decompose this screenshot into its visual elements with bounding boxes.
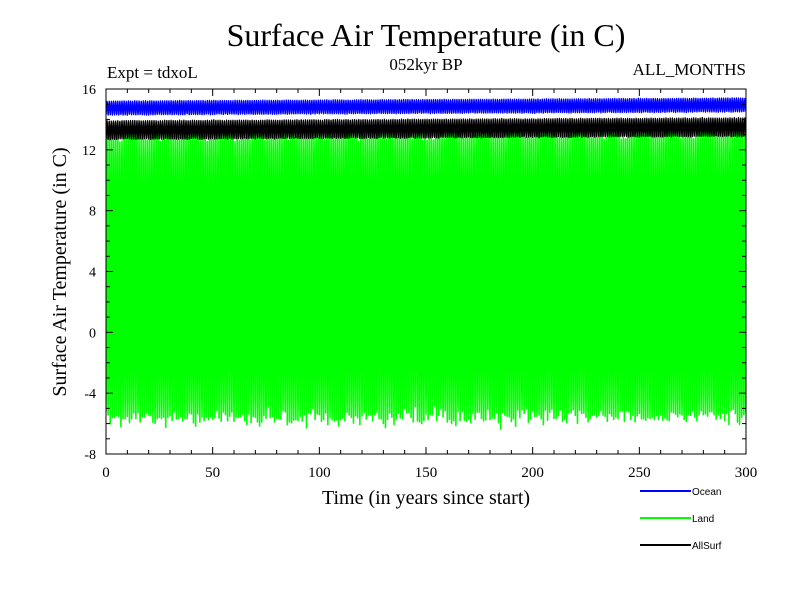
axes: 0 50 100 150 200 250 300 -8 -4 0 4 8 12 16 [82, 83, 757, 481]
y-axis-label: Surface Air Temperature (in C) [49, 147, 71, 396]
chart-title: Surface Air Temperature (in C) [227, 17, 626, 53]
y-tick-label: -8 [84, 448, 96, 463]
x-axis-label: Time (in years since start) [322, 487, 530, 509]
chart-subtitle: 052kyr BP [389, 55, 462, 74]
series-line-ocean [106, 97, 746, 116]
y-tick-label: 0 [89, 326, 96, 341]
x-tick-label: 250 [628, 465, 651, 481]
y-tick-label: 4 [89, 266, 96, 281]
series-line-land [106, 124, 746, 431]
experiment-label: Expt = tdxoL [107, 63, 198, 82]
y-tick-label: 12 [82, 144, 96, 159]
legend-item-ocean: Ocean [640, 487, 721, 498]
plot-area [106, 97, 746, 431]
series-line-allsurf [106, 116, 746, 141]
legend-label-allsurf: AllSurf [692, 541, 722, 552]
x-tick-label: 150 [415, 465, 438, 481]
y-tick-label: 16 [82, 83, 96, 98]
period-label: ALL_MONTHS [633, 60, 746, 79]
x-tick-label: 300 [735, 465, 758, 481]
x-tick-label: 200 [521, 465, 544, 481]
legend: Ocean Land AllSurf [640, 487, 722, 552]
x-tick-label: 0 [102, 465, 110, 481]
x-tick-label: 50 [205, 465, 220, 481]
legend-item-land: Land [640, 514, 714, 525]
x-tick-label: 100 [308, 465, 331, 481]
y-tick-label: 8 [89, 205, 96, 220]
legend-label-land: Land [692, 514, 714, 525]
y-tick-label: -4 [84, 387, 96, 402]
legend-label-ocean: Ocean [692, 487, 721, 498]
legend-item-allsurf: AllSurf [640, 541, 722, 552]
